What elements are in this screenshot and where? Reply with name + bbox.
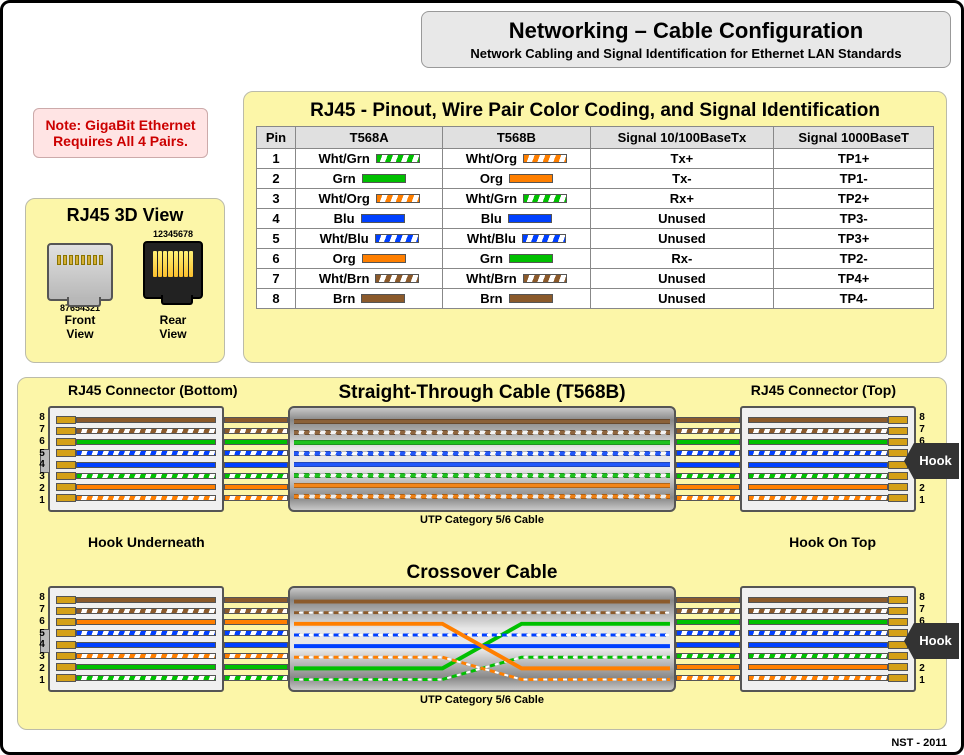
- page-subtitle: Network Cabling and Signal Identificatio…: [432, 46, 940, 61]
- table-row: 7Wht/BrnWht/BrnUnusedTP4+: [257, 269, 934, 289]
- hook-label: Hook: [904, 623, 959, 659]
- pin-label: 12345678: [143, 229, 203, 239]
- pinout-table-panel: RJ45 - Pinout, Wire Pair Color Coding, a…: [243, 91, 947, 363]
- rj45-connector: 87654321 Hook: [740, 406, 916, 512]
- column-header: T568A: [296, 127, 443, 149]
- panel-title: RJ45 3D View: [32, 205, 218, 226]
- cables-panel: RJ45 Connector (Bottom) Straight-Through…: [17, 377, 947, 730]
- wire-gap: [676, 414, 740, 504]
- wire-gap: [224, 414, 288, 504]
- note-line: Requires All 4 Pairs.: [42, 133, 199, 149]
- wire-gap: [676, 594, 740, 684]
- rj45-3d-view-panel: RJ45 3D View 87654321 Front View 1234567…: [25, 198, 225, 363]
- section-title: Crossover Cable: [28, 562, 936, 584]
- column-header: Signal 10/100BaseTx: [590, 127, 774, 149]
- view-label: Front: [47, 313, 113, 327]
- rj45-connector: 87654321 Hook: [740, 586, 916, 692]
- rj45-connector: 87654321: [48, 406, 224, 512]
- connector-label: RJ45 Connector (Top): [751, 382, 896, 398]
- table-row: 2GrnOrgTx-TP1-: [257, 169, 934, 189]
- crossover-section: Crossover Cable 87654321 87654321 Hook U…: [28, 564, 936, 724]
- table-row: 5Wht/BluWht/BluUnusedTP3+: [257, 229, 934, 249]
- pinout-table: PinT568AT568BSignal 10/100BaseTxSignal 1…: [256, 126, 934, 309]
- rear-view: 12345678 Rear View: [143, 229, 203, 341]
- table-row: 6OrgGrnRx-TP2-: [257, 249, 934, 269]
- rj45-connector: 87654321: [48, 586, 224, 692]
- cable-body: [288, 406, 676, 512]
- front-view: 87654321 Front View: [47, 229, 113, 341]
- column-header: Pin: [257, 127, 296, 149]
- page-title: Networking – Cable Configuration: [432, 18, 940, 44]
- rj45-front-icon: [47, 243, 113, 301]
- table-row: 1Wht/GrnWht/OrgTx+TP1+: [257, 149, 934, 169]
- cable-type-label: UTP Category 5/6 Cable: [28, 514, 936, 526]
- straight-through-section: RJ45 Connector (Bottom) Straight-Through…: [28, 384, 936, 544]
- view-label: View: [143, 327, 203, 341]
- header-panel: Networking – Cable Configuration Network…: [421, 11, 951, 68]
- cable-body: [288, 586, 676, 692]
- view-label: View: [47, 327, 113, 341]
- column-header: Signal 1000BaseT: [774, 127, 934, 149]
- crossover-wires: [294, 596, 670, 685]
- table-title: RJ45 - Pinout, Wire Pair Color Coding, a…: [256, 100, 934, 122]
- view-label: Rear: [143, 313, 203, 327]
- table-row: 4BluBluUnusedTP3-: [257, 209, 934, 229]
- table-row: 8BrnBrnUnusedTP4-: [257, 289, 934, 309]
- table-row: 3Wht/OrgWht/GrnRx+TP2+: [257, 189, 934, 209]
- note-line: Note: GigaBit Ethernet: [42, 117, 199, 133]
- hook-note: Hook Underneath: [88, 534, 205, 550]
- column-header: T568B: [443, 127, 590, 149]
- gigabit-note: Note: GigaBit Ethernet Requires All 4 Pa…: [33, 108, 208, 158]
- cable-type-label: UTP Category 5/6 Cable: [28, 694, 936, 706]
- rj45-rear-icon: [143, 241, 203, 299]
- footer-credit: NST - 2011: [891, 737, 947, 749]
- hook-note: Hook On Top: [789, 534, 876, 550]
- diagram-page: Networking – Cable Configuration Network…: [0, 0, 964, 755]
- hook-label: Hook: [904, 443, 959, 479]
- wire-gap: [224, 594, 288, 684]
